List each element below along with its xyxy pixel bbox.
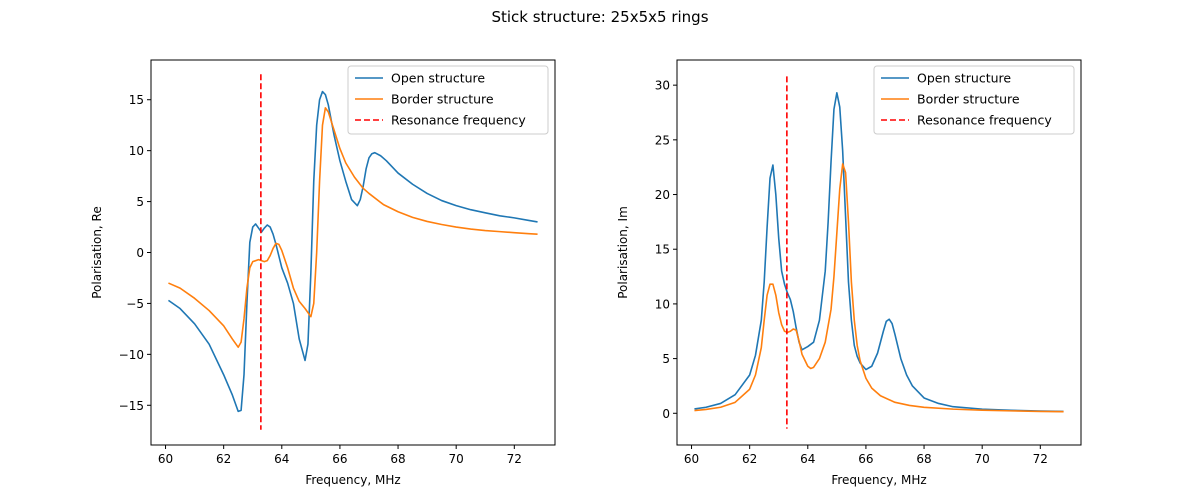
- y-tick-label: 15: [129, 93, 144, 107]
- y-axis-label: Polarisation, Im: [616, 206, 630, 299]
- plot-area: [167, 74, 538, 430]
- y-tick-label: −5: [126, 297, 144, 311]
- y-tick-label: 15: [655, 243, 670, 257]
- legend-label-resonance-frequency: Resonance frequency: [391, 113, 526, 128]
- y-tick-label: 5: [662, 352, 670, 366]
- chart-imaginary-part: 60 62 64 66 68 70 72 0 5 10 15 20 25 30 Frequency, MHz…: [616, 59, 1082, 487]
- legend-box: [347, 65, 549, 135]
- x-tick-label: 64: [274, 452, 289, 466]
- y-tick-label: 20: [655, 188, 670, 202]
- y-tick-label: 10: [655, 297, 670, 311]
- plot-area: [694, 76, 1064, 429]
- x-tick-label: 60: [684, 452, 699, 466]
- legend-label-open-structure: Open structure: [917, 71, 1011, 86]
- series-line-border-structure: [694, 163, 1064, 413]
- x-tick-label: 72: [1033, 452, 1048, 466]
- x-tick-label: 62: [216, 452, 231, 466]
- y-tick-label: 0: [662, 407, 670, 421]
- y-tick-label: 10: [129, 144, 144, 158]
- figure-title: Stick structure: 25x5x5 rings: [491, 8, 708, 26]
- x-tick-label: 64: [800, 452, 815, 466]
- y-tick-label: −10: [119, 348, 144, 362]
- series-line-border-structure: [168, 107, 538, 349]
- y-axis-label: Polarisation, Re: [90, 206, 104, 299]
- legend-label-border-structure: Border structure: [917, 92, 1020, 107]
- legend-label-open-structure: Open structure: [391, 71, 485, 86]
- x-tick-label: 72: [507, 452, 522, 466]
- x-tick-label: 68: [916, 452, 931, 466]
- legend-label-border-structure: Border structure: [391, 92, 494, 107]
- y-tick-label: 25: [655, 133, 670, 147]
- y-tick-label: −15: [119, 399, 144, 413]
- legend-box: [873, 65, 1075, 135]
- y-tick-label: 0: [136, 246, 144, 260]
- chart-real-part: 60 62 64 66 68 70 72 −15 −10 −5 0 5 10 15 Frequency, M…: [90, 59, 556, 487]
- y-tick-label: 30: [655, 79, 670, 93]
- x-tick-label: 60: [158, 452, 173, 466]
- y-tick-label: 5: [136, 195, 144, 209]
- legend: Open structure Border structure Resonance …: [873, 65, 1075, 135]
- x-tick-label: 70: [975, 452, 990, 466]
- x-tick-label: 66: [332, 452, 347, 466]
- x-tick-label: 62: [742, 452, 757, 466]
- x-tick-label: 70: [449, 452, 464, 466]
- x-axis-label: Frequency, MHz: [831, 473, 926, 487]
- x-axis-label: Frequency, MHz: [305, 473, 400, 487]
- legend-label-resonance-frequency: Resonance frequency: [917, 113, 1052, 128]
- series-line-open-structure: [694, 92, 1064, 413]
- legend: Open structure Border structure Resonance …: [347, 65, 549, 135]
- x-tick-label: 68: [390, 452, 405, 466]
- x-tick-label: 66: [858, 452, 873, 466]
